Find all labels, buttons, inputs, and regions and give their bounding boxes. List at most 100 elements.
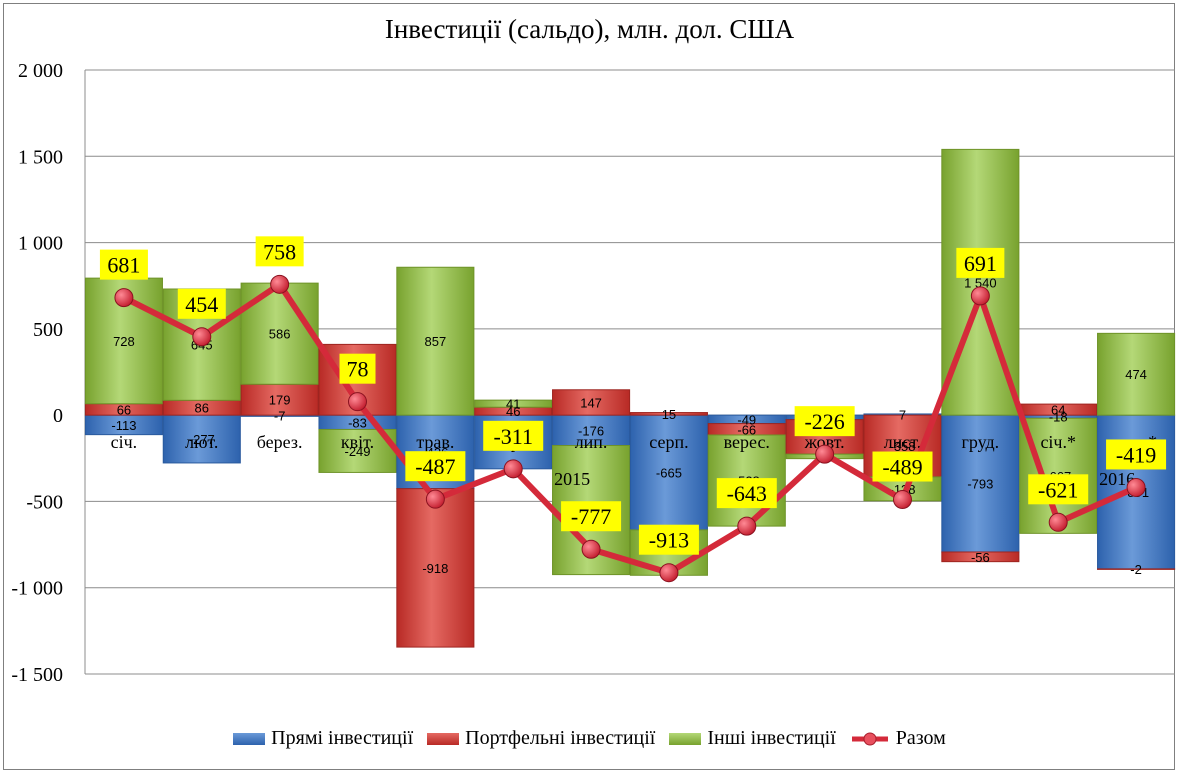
total-value-label: 454 bbox=[177, 288, 226, 319]
bar-value-label: 586 bbox=[269, 327, 291, 342]
category-label: серп. bbox=[649, 432, 688, 452]
legend-swatch-direct bbox=[233, 732, 266, 745]
bar-portfolio bbox=[1097, 568, 1176, 570]
bar-value-label: 474 bbox=[1125, 367, 1147, 382]
total-labels: 681 454 758 78 -487 -311 -777 -913 -643 -226 -489 6… bbox=[99, 236, 1167, 555]
bar-other bbox=[396, 266, 475, 416]
total-value-label: -643 bbox=[716, 478, 777, 509]
total-label-box bbox=[638, 524, 699, 555]
y-tick-label: 1 000 bbox=[18, 233, 63, 255]
total-label-text: 681 bbox=[107, 253, 140, 278]
bar-value-label: 15 bbox=[662, 407, 676, 422]
total-value-label: 691 bbox=[956, 247, 1005, 278]
total-value-label: -913 bbox=[638, 524, 699, 555]
chart-title: Інвестиції (сальдо), млн. дол. США bbox=[384, 14, 795, 44]
total-label-box bbox=[1028, 474, 1089, 505]
y-axis: 2 000 1 500 1 000 500 0 -500 -1 000 -1 500 bbox=[11, 60, 86, 686]
total-label-text: -311 bbox=[493, 424, 533, 449]
total-point bbox=[815, 444, 835, 464]
total-value-label: 78 bbox=[339, 353, 376, 384]
legend-swatch-other bbox=[669, 732, 702, 745]
y-tick-label: 500 bbox=[33, 319, 63, 341]
total-label-box bbox=[956, 247, 1005, 278]
bar-value-label: -918 bbox=[422, 561, 448, 576]
total-value-label: -487 bbox=[405, 451, 466, 482]
total-point bbox=[348, 392, 367, 412]
bar-other bbox=[84, 277, 163, 405]
bar-value-label: -249 bbox=[344, 444, 370, 459]
total-label-box bbox=[561, 501, 622, 532]
category-label: лют. bbox=[185, 432, 218, 452]
total-value-label: 681 bbox=[99, 249, 148, 280]
bar-value-label: 1 540 bbox=[964, 275, 997, 290]
bar-value-label: -7 bbox=[274, 409, 286, 424]
total-series-line bbox=[122, 281, 1138, 576]
y-tick-label: -500 bbox=[26, 491, 63, 513]
y-tick-label: 1 500 bbox=[18, 146, 63, 168]
bar-value-label: 147 bbox=[580, 395, 602, 410]
total-label-text: -489 bbox=[882, 455, 922, 480]
bar-value-label: 728 bbox=[113, 334, 135, 349]
bar-value-label: -83 bbox=[348, 415, 367, 430]
bar-portfolio bbox=[629, 412, 708, 416]
bar-value-label: 86 bbox=[195, 401, 209, 416]
total-value-label: -621 bbox=[1028, 474, 1089, 505]
total-label-text: -487 bbox=[415, 454, 455, 479]
y-tick-label: 2 000 bbox=[18, 60, 63, 82]
category-label: груд. bbox=[962, 432, 1000, 452]
legend-item-other: Інші інвестиції bbox=[669, 727, 836, 750]
total-label-box bbox=[405, 451, 466, 482]
total-label-box bbox=[483, 420, 544, 451]
total-point bbox=[1126, 477, 1146, 497]
total-label-box bbox=[99, 249, 148, 280]
total-label-text: -913 bbox=[649, 528, 689, 553]
total-point bbox=[192, 327, 212, 347]
bar-value-label: -56 bbox=[971, 550, 990, 565]
bar-value-label: -665 bbox=[656, 466, 682, 481]
category-label: трав. bbox=[416, 432, 454, 452]
bar-value-label: 857 bbox=[425, 334, 447, 349]
total-point bbox=[737, 516, 757, 536]
category-label: січ.* bbox=[1040, 432, 1076, 452]
bar-value-label: -277 bbox=[189, 432, 215, 447]
total-point bbox=[659, 563, 679, 583]
legend-item-total: Разом bbox=[850, 727, 946, 750]
legend-label-portfolio: Портфельні інвестиції bbox=[465, 727, 656, 749]
bar-value-label: -113 bbox=[111, 418, 136, 433]
total-label-text: -621 bbox=[1038, 477, 1078, 502]
bar-portfolio bbox=[396, 488, 475, 648]
bar-value-label: 41 bbox=[506, 397, 520, 412]
total-value-label: 758 bbox=[255, 236, 304, 267]
bar-other bbox=[1097, 332, 1176, 416]
bar-other bbox=[474, 399, 553, 408]
legend-label-direct: Прямі інвестиції bbox=[271, 727, 414, 749]
total-value-label: -419 bbox=[1106, 439, 1167, 470]
total-point bbox=[503, 459, 523, 479]
bar-value-label: 46 bbox=[506, 404, 520, 419]
legend-item-portfolio: Портфельні інвестиції bbox=[427, 727, 655, 750]
category-label: квіт. bbox=[341, 432, 374, 452]
bar-portfolio bbox=[552, 389, 631, 416]
bar-value-label: 7 bbox=[899, 408, 906, 423]
total-label-box bbox=[872, 451, 933, 482]
bar-value-label: -176 bbox=[578, 423, 604, 438]
total-point bbox=[970, 286, 990, 306]
legend: Прямі інвестиції Портфельні інвестиції І… bbox=[0, 727, 1179, 750]
total-label-text: -777 bbox=[571, 504, 611, 529]
total-line bbox=[114, 274, 1146, 583]
bar-value-label: 64 bbox=[1051, 403, 1065, 418]
total-label-box bbox=[177, 288, 226, 319]
legend-item-direct: Прямі інвестиції bbox=[233, 727, 413, 750]
total-label-text: 691 bbox=[964, 251, 997, 276]
total-label-text: -226 bbox=[804, 409, 844, 434]
bar-value-label: -2 bbox=[1130, 562, 1142, 577]
bar-value-label: -66 bbox=[737, 422, 756, 437]
total-value-label: -311 bbox=[483, 420, 544, 451]
total-label-box bbox=[339, 353, 376, 384]
y-tick-label: -1 000 bbox=[11, 578, 63, 600]
total-label-box bbox=[794, 406, 855, 437]
bar-value-label: 179 bbox=[269, 393, 291, 408]
category-label: лист. bbox=[884, 432, 922, 452]
bar-value-label: -49 bbox=[737, 412, 756, 427]
